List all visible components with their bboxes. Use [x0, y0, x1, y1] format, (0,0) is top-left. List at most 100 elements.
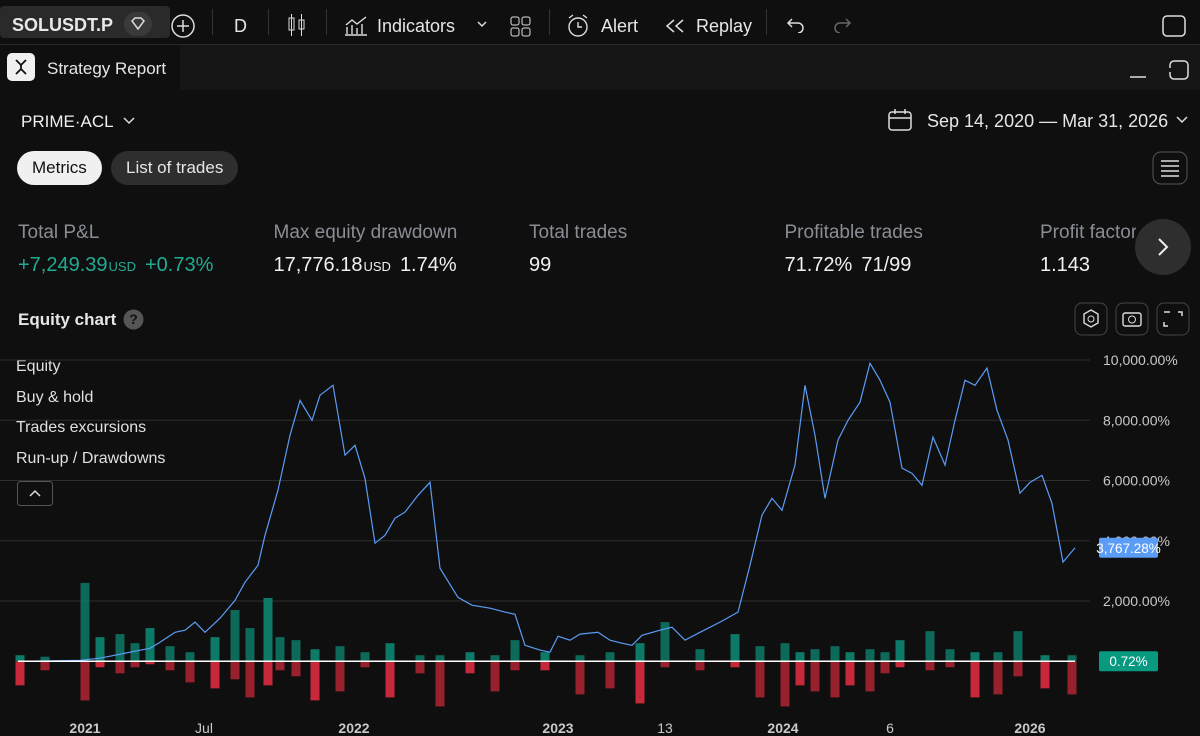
tab-metrics[interactable]: Metrics	[17, 151, 102, 185]
runup-bar	[1067, 655, 1077, 662]
metric-unit: USD	[108, 259, 136, 274]
chevron[interactable]	[122, 116, 136, 126]
runup-bar	[335, 646, 345, 662]
drawdown-bar	[605, 661, 615, 689]
metric-extra: +0.73%	[144, 254, 214, 276]
add-symbol[interactable]	[170, 13, 196, 39]
next-metrics[interactable]	[1134, 218, 1192, 276]
date-range[interactable]: Sep 14, 2020 — Mar 31, 2026	[927, 111, 1169, 131]
indicators-icon[interactable]	[344, 15, 368, 37]
drawdown-bar	[1013, 661, 1023, 677]
drawdown-bar	[810, 661, 820, 692]
metric-value-row: 17,776.18 USD 1.74%	[274, 254, 457, 277]
x-tick-label: 2021	[69, 720, 100, 736]
diamond-icon[interactable]	[124, 12, 152, 36]
tab-bar: Strategy Report	[0, 45, 1200, 90]
fullscreen[interactable]	[1162, 15, 1186, 37]
metric-label: Profitable trades	[784, 222, 923, 243]
alert-icon[interactable]	[566, 13, 592, 39]
alert[interactable]: Alert	[601, 16, 639, 36]
replay[interactable]: Replay	[696, 16, 753, 36]
runup-bar	[795, 652, 805, 662]
drawdown-bar	[415, 661, 425, 674]
drawdown-bar	[880, 661, 890, 674]
last-value-bg	[1099, 651, 1158, 672]
runup-bar	[230, 610, 240, 662]
metric-label: Total trades	[529, 222, 628, 243]
runup-bar	[575, 655, 585, 662]
metric-unit: USD	[363, 259, 391, 274]
drawdown-bar	[115, 661, 125, 674]
drawdown-bar	[635, 661, 645, 704]
metric-value: 1.143	[1040, 254, 1091, 276]
drawdown-bar	[230, 661, 240, 680]
interval[interactable]: D	[234, 16, 247, 36]
strategy-name[interactable]: PRIME·ACL	[21, 112, 114, 131]
legend-item: Buy & hold	[16, 388, 94, 406]
chart-tools[interactable]	[1074, 302, 1190, 336]
undo[interactable]	[786, 17, 806, 33]
runup-bar	[540, 652, 550, 662]
runup-bar	[810, 649, 820, 662]
equity-chart: 2,000.00%4,000.00%6,000.00%8,000.00%10,0…	[0, 352, 1178, 736]
runup-bar	[755, 646, 765, 662]
runup-bar	[130, 643, 140, 662]
runup-bar	[730, 634, 740, 662]
runup-bar	[880, 652, 890, 662]
tab-title[interactable]: Strategy Report	[47, 59, 167, 78]
drawdown-bar	[245, 661, 255, 698]
runup-bar	[245, 628, 255, 662]
table-toggle[interactable]	[1152, 151, 1188, 185]
chevron[interactable]	[1175, 115, 1189, 125]
drawdown-bar	[755, 661, 765, 698]
runup-bar	[15, 655, 25, 662]
runup-bar	[695, 649, 705, 662]
drawdown-bar	[970, 661, 980, 698]
help-icon[interactable]: ?	[123, 309, 144, 330]
runup-bar	[660, 622, 670, 662]
window-controls[interactable]	[1128, 59, 1190, 83]
runup-bar	[385, 643, 395, 662]
metric-value: 71.72%	[784, 254, 853, 276]
metric-value-row: 71.72% 71/99	[785, 254, 912, 277]
replay-icon[interactable]	[664, 18, 686, 34]
drawdown-bar	[695, 661, 705, 671]
x-tick-label: 13	[657, 720, 673, 736]
collapse-legend[interactable]	[17, 481, 53, 506]
metric-value-row: +7,249.39 USD +0.73%	[18, 254, 213, 277]
drawdown-bar	[130, 661, 140, 668]
chevron[interactable]	[476, 20, 488, 30]
redo[interactable]	[832, 17, 852, 33]
runup-bar	[635, 643, 645, 662]
tab-trades[interactable]: List of trades	[111, 151, 239, 185]
y-tick-label: 8,000.00%	[1103, 412, 1170, 428]
drawdown-bar	[310, 661, 320, 701]
indicators[interactable]: Indicators	[377, 16, 456, 36]
runup-bar	[165, 646, 175, 662]
svg-text:?: ?	[129, 311, 138, 327]
y-tick-label: 6,000.00%	[1103, 473, 1170, 489]
y-tick-label: 10,000.00%	[1103, 352, 1178, 368]
runup-bar	[1040, 655, 1050, 662]
calendar-icon[interactable]	[888, 108, 912, 132]
runup-bar	[435, 655, 445, 662]
runup-bar	[780, 643, 790, 662]
drawdown-bar	[40, 661, 50, 671]
drawdown-bar	[145, 661, 155, 665]
runup-bar	[210, 637, 220, 662]
runup-bar	[360, 652, 370, 662]
runup-bar	[945, 649, 955, 662]
runup-bar	[80, 582, 90, 662]
x-tick-label: 2023	[542, 720, 573, 736]
layout-icon[interactable]	[510, 16, 532, 38]
runup-bar	[40, 656, 50, 662]
runup-bar	[310, 649, 320, 662]
symbol[interactable]: SOLUSDT.P	[12, 15, 114, 35]
x-tick-label: 2026	[1014, 720, 1045, 736]
candles-icon[interactable]	[286, 13, 308, 37]
drawdown-bar	[575, 661, 585, 695]
x-tick-label: 2022	[338, 720, 369, 736]
runup-bar	[865, 649, 875, 662]
toolbar: SOLUSDT.P D Indicators Alert Replay	[0, 0, 1200, 45]
